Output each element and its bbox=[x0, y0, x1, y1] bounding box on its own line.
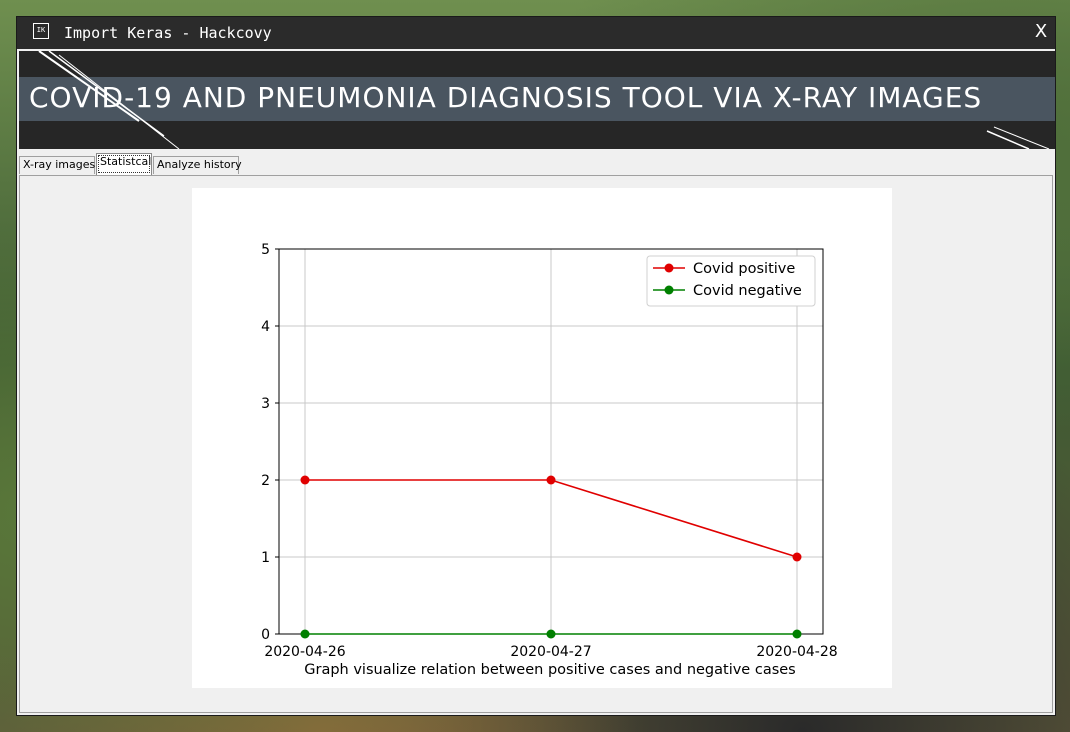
tab-x-ray-images[interactable]: X-ray images bbox=[19, 156, 95, 174]
title-bar[interactable]: IK Import Keras - Hackcovy X bbox=[17, 17, 1055, 49]
y-tick-label: 4 bbox=[261, 319, 270, 335]
legend-marker bbox=[664, 263, 674, 273]
line-chart: 0 1 2 3 4 5 2020-04-26 2020-04-27 2020-04-28 Cov… bbox=[261, 242, 838, 678]
x-tick-label: 2020-04-28 bbox=[756, 644, 837, 660]
window-title: Import Keras - Hackcovy bbox=[64, 24, 272, 42]
statistics-panel: 0 1 2 3 4 5 2020-04-26 2020-04-27 2020-04-28 Cov… bbox=[19, 175, 1053, 713]
y-tick-label: 5 bbox=[261, 242, 270, 258]
y-tick-label: 1 bbox=[261, 550, 270, 566]
x-axis-label: Graph visualize relation between positiv… bbox=[304, 662, 795, 678]
app-heading: COVID-19 AND PNEUMONIA DIAGNOSIS TOOL VI… bbox=[29, 81, 983, 114]
x-tick-label: 2020-04-27 bbox=[510, 644, 591, 660]
app-window: IK Import Keras - Hackcovy X COVID-19 AN… bbox=[16, 16, 1056, 716]
x-tick-label: 2020-04-26 bbox=[264, 644, 345, 660]
legend-box bbox=[646, 255, 816, 307]
banner-decoration-icon bbox=[38, 51, 1050, 149]
banner-strip bbox=[19, 77, 1055, 121]
chart-container: 0 1 2 3 4 5 2020-04-26 2020-04-27 2020-04-28 Cov… bbox=[192, 188, 892, 688]
data-point bbox=[546, 629, 556, 639]
header-banner: COVID-19 AND PNEUMONIA DIAGNOSIS TOOL VI… bbox=[19, 51, 1055, 149]
tab-statistical[interactable]: Statistcal bbox=[96, 153, 152, 175]
legend-label: Covid negative bbox=[693, 283, 802, 299]
y-tick-label: 2 bbox=[261, 473, 270, 489]
app-logo-icon: IK bbox=[33, 23, 49, 39]
tab-analyze-history[interactable]: Analyze history bbox=[153, 156, 242, 174]
data-point bbox=[792, 552, 802, 562]
close-button[interactable]: X bbox=[1034, 21, 1048, 42]
y-tick-label: 3 bbox=[261, 396, 270, 412]
data-point bbox=[792, 629, 802, 639]
data-point bbox=[546, 475, 556, 485]
data-point bbox=[300, 475, 310, 485]
y-tick-label: 0 bbox=[261, 627, 270, 643]
legend-marker bbox=[664, 285, 674, 295]
legend-label: Covid positive bbox=[693, 261, 795, 277]
data-point bbox=[300, 629, 310, 639]
